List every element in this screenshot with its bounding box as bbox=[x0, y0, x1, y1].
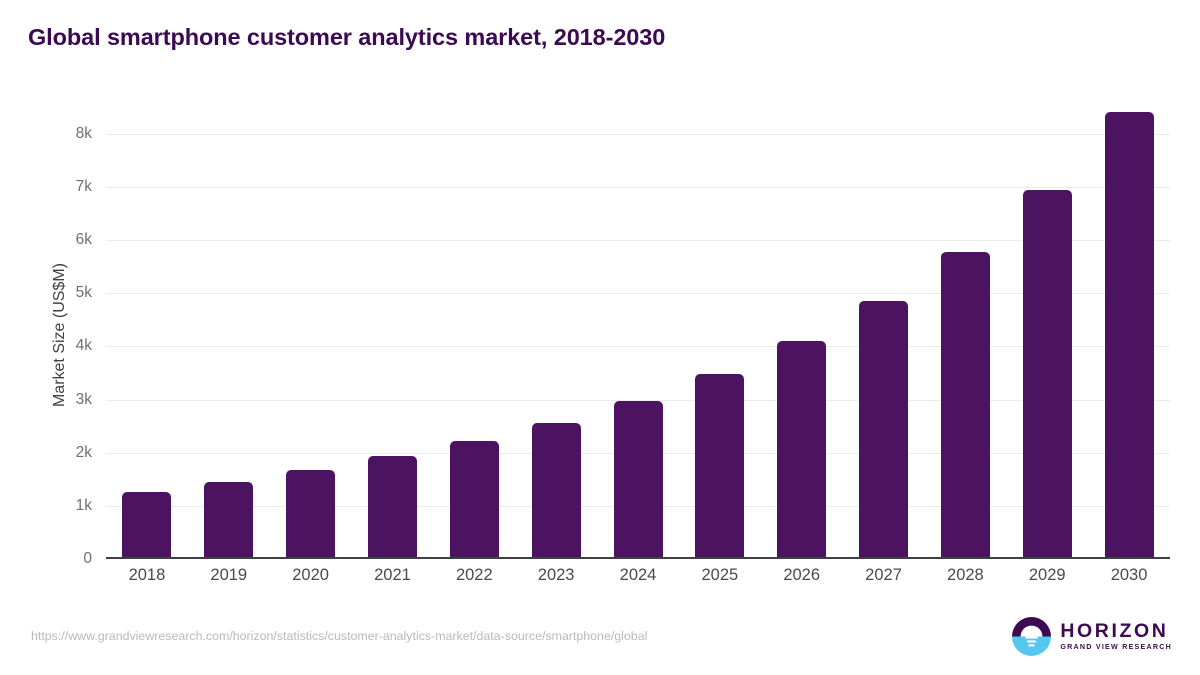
x-axis-tick-label: 2018 bbox=[128, 566, 166, 584]
bar-series bbox=[106, 110, 1170, 559]
x-axis-tick-label: 2027 bbox=[865, 566, 902, 584]
gridline bbox=[106, 399, 1170, 401]
gridline bbox=[106, 346, 1170, 348]
x-axis-line bbox=[106, 557, 1170, 559]
x-axis-tick-label: 2021 bbox=[374, 566, 411, 584]
bar[interactable] bbox=[204, 481, 254, 559]
x-axis-tick-label: 2023 bbox=[537, 566, 575, 584]
x-axis-tick-label: 2028 bbox=[947, 566, 984, 584]
y-axis-tick-label: 6k bbox=[75, 231, 92, 249]
gridline bbox=[106, 133, 1170, 135]
bar[interactable] bbox=[1022, 190, 1072, 559]
bar[interactable] bbox=[286, 469, 336, 559]
gridline bbox=[106, 240, 1170, 242]
bar[interactable] bbox=[1104, 111, 1154, 559]
horizon-sunset-circle-icon bbox=[1012, 617, 1052, 656]
y-axis-tick-label: 4k bbox=[75, 337, 92, 355]
y-axis-tick-label: 3k bbox=[75, 390, 92, 408]
x-axis-tick-labels: 2018 2019 2020 2021 2022 2023 2024 2025 2026 2027… bbox=[106, 566, 1170, 594]
bar[interactable] bbox=[613, 400, 663, 559]
page-title: Global smartphone customer analytics mar… bbox=[28, 24, 666, 50]
bar[interactable] bbox=[777, 341, 827, 559]
x-axis-tick-label: 2019 bbox=[210, 566, 248, 584]
bar[interactable] bbox=[695, 373, 745, 559]
bar[interactable] bbox=[122, 491, 172, 559]
bar[interactable] bbox=[449, 440, 499, 559]
y-axis-tick-label: 5k bbox=[75, 284, 92, 302]
plot-area: Market Size (US$M) 0 1k 2k 3k 4k 5k 6k 7k 8k bbox=[51, 110, 1170, 567]
gridline bbox=[106, 187, 1170, 189]
x-axis-tick-label: 2029 bbox=[1028, 566, 1066, 584]
y-axis-tick-label: 8k bbox=[75, 124, 92, 142]
x-axis-tick-label: 2024 bbox=[619, 566, 657, 584]
logo-wordmark: HORIZON bbox=[1060, 619, 1169, 642]
y-axis-tick-label: 1k bbox=[75, 496, 92, 514]
gridline bbox=[106, 293, 1170, 295]
x-axis-tick-label: 2026 bbox=[783, 566, 821, 584]
bar[interactable] bbox=[940, 251, 990, 559]
y-axis-tick-label: 0 bbox=[83, 550, 92, 567]
logo-text: HORIZON GRAND VIEW RESEARCH bbox=[1060, 619, 1172, 652]
bar[interactable] bbox=[531, 422, 581, 559]
x-axis-tick-label: 2020 bbox=[292, 566, 329, 584]
logo-tagline: GRAND VIEW RESEARCH bbox=[1060, 643, 1172, 652]
y-axis-tick-label: 7k bbox=[75, 178, 92, 196]
source-url[interactable]: https://www.grandviewresearch.com/horizo… bbox=[31, 629, 648, 643]
y-axis-tick-label: 2k bbox=[75, 443, 92, 461]
x-axis-tick-label: 2025 bbox=[701, 566, 739, 584]
bar[interactable] bbox=[367, 456, 417, 559]
horizon-logo[interactable]: HORIZON GRAND VIEW RESEARCH bbox=[1012, 617, 1172, 656]
bar[interactable] bbox=[859, 301, 909, 559]
x-axis-tick-label: 2030 bbox=[1110, 566, 1148, 584]
x-axis-tick-label: 2022 bbox=[455, 566, 493, 584]
